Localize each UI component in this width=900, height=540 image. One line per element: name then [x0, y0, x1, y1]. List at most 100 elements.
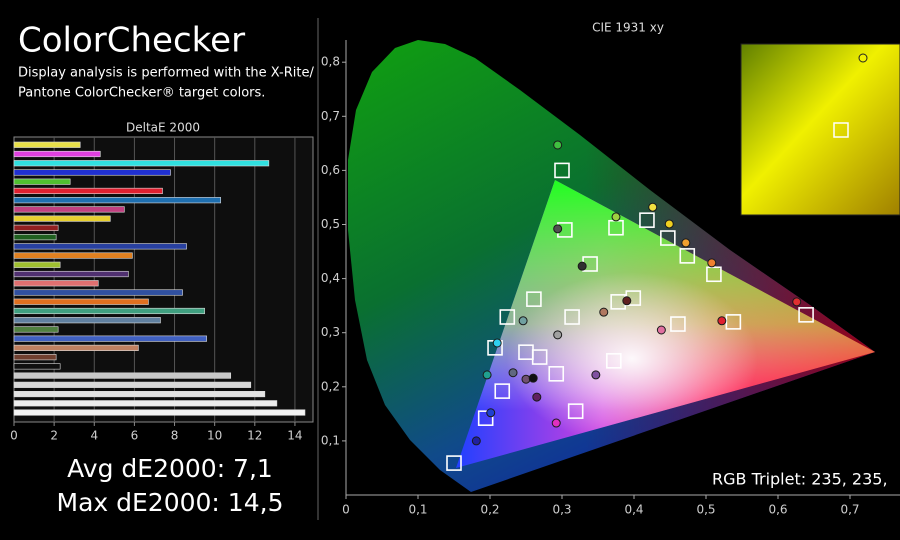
bar — [13, 326, 59, 333]
bar — [13, 372, 232, 379]
bar — [13, 298, 149, 305]
bar — [13, 261, 61, 268]
cie-chart-title: CIE 1931 xy — [592, 21, 664, 35]
measured-point — [521, 374, 531, 384]
bar — [13, 344, 139, 351]
x-tick-label: 0 — [342, 503, 350, 517]
target-point — [798, 307, 814, 323]
bar — [13, 178, 71, 185]
bar — [13, 270, 129, 278]
annotation: RGB Triplet: 235, 235, — [712, 470, 888, 489]
target-point — [660, 230, 676, 246]
points — [446, 140, 814, 471]
measured-point — [528, 373, 538, 383]
bar — [13, 289, 183, 296]
x-tick-label: 0,5 — [696, 503, 715, 517]
target-point — [494, 383, 511, 399]
measured-point — [648, 202, 658, 212]
x-tick-label: 14 — [287, 429, 302, 443]
bar — [13, 224, 59, 231]
x-tick-label: 0,7 — [840, 503, 859, 517]
target-point — [554, 162, 570, 179]
measured-point — [591, 370, 601, 380]
target-point — [670, 316, 686, 332]
measured-point — [492, 338, 502, 348]
bar — [13, 150, 101, 158]
measured-point — [707, 258, 717, 268]
inset-measured — [858, 53, 868, 63]
bar — [13, 363, 61, 370]
measured-point — [599, 307, 609, 317]
measured-point — [551, 418, 561, 428]
target-point — [564, 309, 580, 325]
measured-point — [553, 224, 563, 234]
measured-point — [553, 330, 563, 340]
bar — [13, 160, 270, 167]
measured-point — [553, 140, 563, 150]
bar — [13, 409, 306, 416]
y-tick-label: 0,4 — [321, 271, 340, 285]
target-point — [531, 349, 548, 365]
x-tick-label: 2 — [50, 429, 58, 443]
measured-point — [532, 392, 542, 402]
page-title: ColorChecker — [18, 21, 245, 61]
target-point — [446, 455, 462, 471]
bar — [13, 252, 133, 259]
zoom-inset — [740, 43, 900, 216]
x-tick-label: 0,1 — [408, 503, 427, 517]
x-tick-label: 4 — [90, 429, 98, 443]
target-point — [499, 309, 516, 325]
target-point — [477, 410, 494, 426]
measured-point — [611, 212, 621, 222]
x-tick-label: 6 — [131, 429, 139, 443]
bar — [13, 187, 163, 195]
bar — [13, 280, 99, 287]
measured-point — [664, 219, 674, 229]
target-point — [725, 314, 742, 330]
measured-point — [577, 261, 587, 271]
measured-point — [656, 325, 666, 335]
bar — [13, 354, 57, 361]
target-point — [548, 366, 565, 382]
x-tick-label: 10 — [207, 429, 222, 443]
measured-point — [622, 296, 632, 306]
measured-point — [518, 316, 528, 326]
gamut-triangle-white — [456, 180, 875, 468]
measured-point — [486, 408, 496, 418]
measured-point — [508, 368, 518, 378]
bar — [13, 381, 252, 388]
bar — [13, 335, 207, 342]
x-tick-label: 0,4 — [624, 503, 643, 517]
summary-avg: Avg dE2000: 7,1 — [67, 454, 273, 483]
target-point — [639, 212, 655, 228]
x-tick-label: 0,6 — [768, 503, 787, 517]
measured-point — [792, 297, 802, 307]
target-point — [606, 353, 622, 369]
y-tick-label: 0,7 — [321, 109, 340, 123]
bar — [13, 169, 171, 176]
measured-point — [681, 238, 691, 248]
cie-diagram — [348, 40, 875, 492]
summary-max: Max dE2000: 14,5 — [57, 488, 284, 517]
bar — [13, 243, 187, 250]
y-tick-label: 0,1 — [321, 433, 340, 447]
target-point — [567, 403, 584, 419]
bar — [13, 197, 221, 204]
x-tick-label: 12 — [247, 429, 262, 443]
target-point — [706, 266, 722, 283]
y-tick-label: 0,8 — [321, 55, 340, 69]
bar — [13, 215, 111, 222]
x-tick-label: 8 — [171, 429, 179, 443]
x-tick-label: 0 — [10, 429, 18, 443]
description-line: Pantone ColorChecker® target colors. — [18, 86, 265, 101]
bar — [13, 317, 161, 324]
inset-target — [833, 122, 849, 138]
y-tick-label: 0,3 — [321, 325, 340, 339]
y-tick-label: 0,5 — [321, 217, 340, 231]
description-line: Display analysis is performed with the X… — [18, 66, 314, 81]
measured-point — [717, 316, 727, 326]
target-point — [679, 248, 696, 264]
bar-chart-title: DeltaE 2000 — [126, 121, 200, 135]
bar — [13, 141, 81, 148]
bar — [13, 307, 205, 315]
